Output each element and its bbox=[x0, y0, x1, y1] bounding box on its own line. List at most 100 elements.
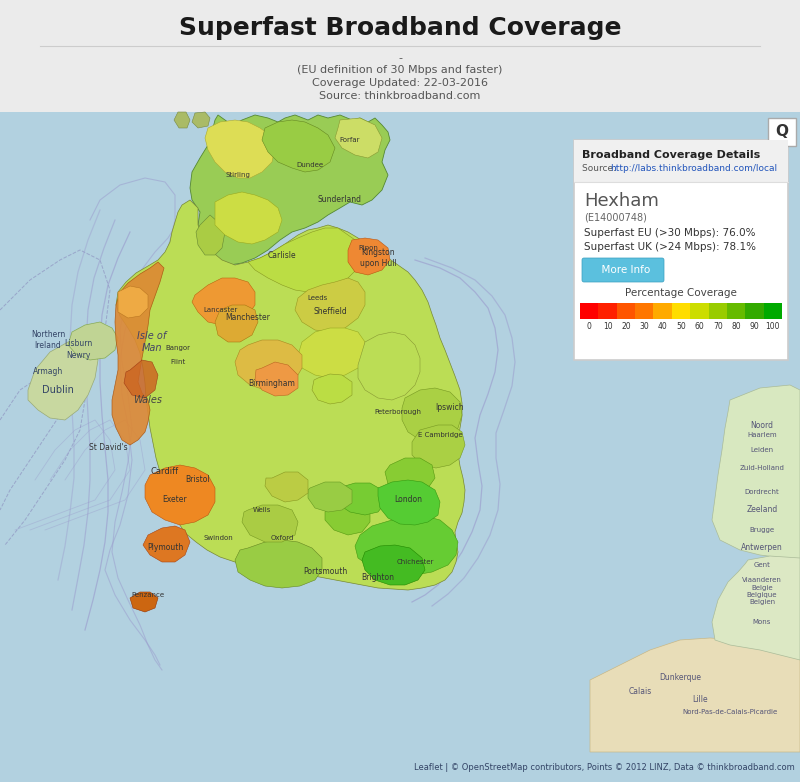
Text: E Cambridge: E Cambridge bbox=[418, 432, 462, 438]
Text: Mons: Mons bbox=[753, 619, 771, 625]
Bar bbox=[0, 112, 800, 752]
Polygon shape bbox=[335, 118, 382, 158]
Text: Sunderland: Sunderland bbox=[318, 196, 362, 205]
Bar bbox=[580, 303, 598, 319]
Polygon shape bbox=[28, 340, 98, 420]
Text: Lille: Lille bbox=[692, 695, 708, 705]
Polygon shape bbox=[215, 305, 258, 342]
Text: Belgie
Belgique
Belgien: Belgie Belgique Belgien bbox=[746, 585, 778, 605]
Polygon shape bbox=[248, 228, 362, 292]
Text: Brugge: Brugge bbox=[750, 527, 774, 533]
Text: Leiden: Leiden bbox=[750, 447, 774, 453]
Polygon shape bbox=[68, 322, 118, 360]
Text: http://labs.thinkbroadband.com/local: http://labs.thinkbroadband.com/local bbox=[610, 164, 777, 173]
Polygon shape bbox=[312, 374, 352, 404]
FancyBboxPatch shape bbox=[574, 140, 788, 360]
Text: Superfast EU (>30 Mbps): 76.0%: Superfast EU (>30 Mbps): 76.0% bbox=[584, 228, 755, 238]
Polygon shape bbox=[124, 360, 158, 398]
Text: 100: 100 bbox=[766, 322, 780, 331]
Text: Isle of
Man: Isle of Man bbox=[138, 332, 166, 353]
Bar bbox=[727, 303, 746, 319]
Polygon shape bbox=[378, 480, 440, 525]
Text: 50: 50 bbox=[676, 322, 686, 331]
Polygon shape bbox=[118, 286, 148, 318]
Polygon shape bbox=[355, 516, 458, 575]
FancyBboxPatch shape bbox=[582, 258, 664, 282]
Polygon shape bbox=[712, 556, 800, 660]
Polygon shape bbox=[335, 483, 385, 515]
Text: Forfar: Forfar bbox=[340, 137, 360, 143]
Text: Lisburn: Lisburn bbox=[64, 339, 92, 349]
Text: Stirling: Stirling bbox=[226, 172, 250, 178]
Text: Q: Q bbox=[775, 124, 789, 139]
Polygon shape bbox=[298, 328, 365, 378]
Bar bbox=[709, 303, 727, 319]
Text: Peterborough: Peterborough bbox=[374, 409, 422, 415]
Polygon shape bbox=[205, 120, 275, 178]
Text: (E14000748): (E14000748) bbox=[584, 212, 647, 222]
Text: More Info: More Info bbox=[595, 265, 650, 275]
Polygon shape bbox=[358, 332, 420, 400]
Text: Kingston
upon Hull: Kingston upon Hull bbox=[360, 249, 396, 267]
Bar bbox=[768, 118, 796, 146]
Polygon shape bbox=[145, 465, 215, 525]
Text: 80: 80 bbox=[731, 322, 741, 331]
Text: Lancaster: Lancaster bbox=[203, 307, 237, 313]
Text: Brighton: Brighton bbox=[362, 573, 394, 583]
Polygon shape bbox=[235, 340, 302, 390]
Bar bbox=[0, 752, 800, 782]
Text: Zuid-Holland: Zuid-Holland bbox=[739, 465, 785, 471]
Text: Ipswich: Ipswich bbox=[436, 404, 464, 412]
Text: Source:: Source: bbox=[582, 164, 619, 173]
Bar bbox=[635, 303, 654, 319]
Polygon shape bbox=[242, 505, 298, 542]
Text: Gent: Gent bbox=[754, 562, 770, 568]
Text: Vlaanderen: Vlaanderen bbox=[742, 577, 782, 583]
Text: Hexham: Hexham bbox=[584, 192, 659, 210]
Text: Noord: Noord bbox=[750, 421, 774, 429]
Text: Flint: Flint bbox=[170, 359, 186, 365]
Text: Superfast Broadband Coverage: Superfast Broadband Coverage bbox=[178, 16, 622, 40]
Polygon shape bbox=[265, 472, 308, 502]
Text: Bristol: Bristol bbox=[186, 475, 210, 485]
Text: Superfast UK (>24 Mbps): 78.1%: Superfast UK (>24 Mbps): 78.1% bbox=[584, 242, 756, 252]
Polygon shape bbox=[190, 115, 390, 265]
Text: Calais: Calais bbox=[628, 687, 652, 697]
Polygon shape bbox=[143, 526, 190, 562]
Text: Cardiff: Cardiff bbox=[151, 468, 179, 476]
Text: Nord-Pas-de-Calais-Picardie: Nord-Pas-de-Calais-Picardie bbox=[682, 709, 778, 715]
Polygon shape bbox=[412, 425, 465, 468]
Text: Dublin: Dublin bbox=[42, 385, 74, 395]
Bar bbox=[764, 303, 782, 319]
Text: Zeeland: Zeeland bbox=[746, 505, 778, 515]
Polygon shape bbox=[590, 638, 800, 752]
Bar bbox=[746, 303, 764, 319]
Bar bbox=[574, 140, 788, 182]
Polygon shape bbox=[295, 278, 365, 332]
Polygon shape bbox=[308, 482, 352, 512]
Polygon shape bbox=[174, 112, 190, 128]
Text: Portsmouth: Portsmouth bbox=[303, 568, 347, 576]
Polygon shape bbox=[255, 362, 298, 396]
Text: Newry: Newry bbox=[66, 351, 90, 361]
Text: Source: thinkbroadband.com: Source: thinkbroadband.com bbox=[319, 91, 481, 101]
Polygon shape bbox=[712, 385, 800, 560]
Polygon shape bbox=[402, 388, 462, 442]
Text: Dunkerque: Dunkerque bbox=[659, 673, 701, 683]
Text: Percentage Coverage: Percentage Coverage bbox=[625, 288, 737, 298]
Text: St David's: St David's bbox=[89, 443, 127, 453]
Text: London: London bbox=[394, 496, 422, 504]
Polygon shape bbox=[235, 540, 322, 588]
Bar bbox=[654, 303, 672, 319]
Polygon shape bbox=[362, 545, 425, 585]
Text: 0: 0 bbox=[586, 322, 592, 331]
Text: Penzance: Penzance bbox=[131, 592, 165, 598]
Text: Carlisle: Carlisle bbox=[268, 250, 296, 260]
Text: (EU definition of 30 Mbps and faster): (EU definition of 30 Mbps and faster) bbox=[298, 65, 502, 75]
Polygon shape bbox=[196, 215, 225, 255]
Bar bbox=[672, 303, 690, 319]
Text: 60: 60 bbox=[694, 322, 704, 331]
Text: Northern
Ireland: Northern Ireland bbox=[31, 330, 65, 350]
Text: Leeds: Leeds bbox=[308, 295, 328, 301]
Text: Wales: Wales bbox=[134, 395, 162, 405]
